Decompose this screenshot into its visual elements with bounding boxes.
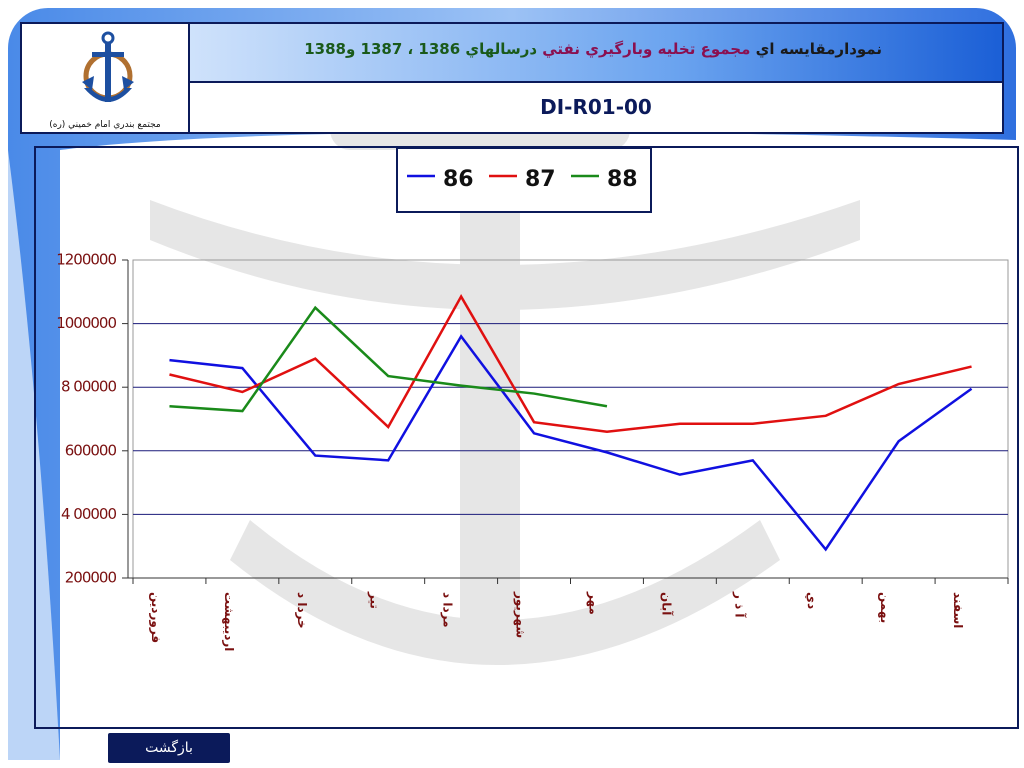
series-line [169,334,973,552]
y-tick-label: 1200000 [56,251,116,269]
title-part: مجموع تخليه وبارگيري نفتي [542,40,751,58]
plot-area [132,259,1009,579]
x-tick-label: اسفند [951,592,965,628]
doc-code: DI-R01-00 [540,95,652,119]
y-tick-label: 1000000 [56,314,116,332]
title-row: نمودارمقايسه اي مجموع تخليه وبارگيري نفت… [190,24,1002,83]
x-tick-label: ارديبهشت [222,592,236,651]
x-tick-label: آ ذ ر [732,591,747,618]
series-line [169,294,972,433]
x-tick-label: مردا د [441,592,455,628]
x-tick-label: مهر [586,591,600,615]
series-line [169,305,608,413]
x-tick-label: شهريور [513,591,528,638]
x-tick-label: بهمن [878,592,892,623]
logo [82,31,134,102]
y-tick-label: 4 00000 [61,505,116,523]
x-tick-label: فروردين [148,592,163,643]
x-tick-label: آبان [659,592,674,616]
legend-box [396,147,652,213]
header: مجتمع بندري امام خميني (ره) نمودارمقايسه… [20,22,1004,134]
legend-label: 86 [443,167,474,192]
logo-cell: مجتمع بندري امام خميني (ره) [22,24,190,132]
anchor-shaft [105,42,111,102]
back-button[interactable]: بازگشت [108,733,230,763]
x-tick-label: خردا د [295,592,309,629]
x-tick-label: تير [368,591,382,609]
x-tick-label: دي [805,592,819,609]
legend-label: 87 [525,167,556,192]
anchor-bar [92,52,124,57]
anchor-arms [84,88,132,102]
y-tick-label: 8 00000 [61,378,116,396]
legend-label: 88 [607,167,638,192]
y-tick-label: 200000 [65,569,117,587]
title-part: نمودارمقايسه اي [750,40,882,58]
title-part: درسالهاي 1386 ، 1387 و1388 [304,40,543,58]
anchor-flukes [82,76,134,90]
y-tick-label: 600000 [65,441,117,459]
title: نمودارمقايسه اي مجموع تخليه وبارگيري نفت… [304,40,882,58]
chart-frame [34,146,1019,729]
anchor-ring [101,31,115,45]
logo-caption: مجتمع بندري امام خميني (ره) [49,120,161,130]
